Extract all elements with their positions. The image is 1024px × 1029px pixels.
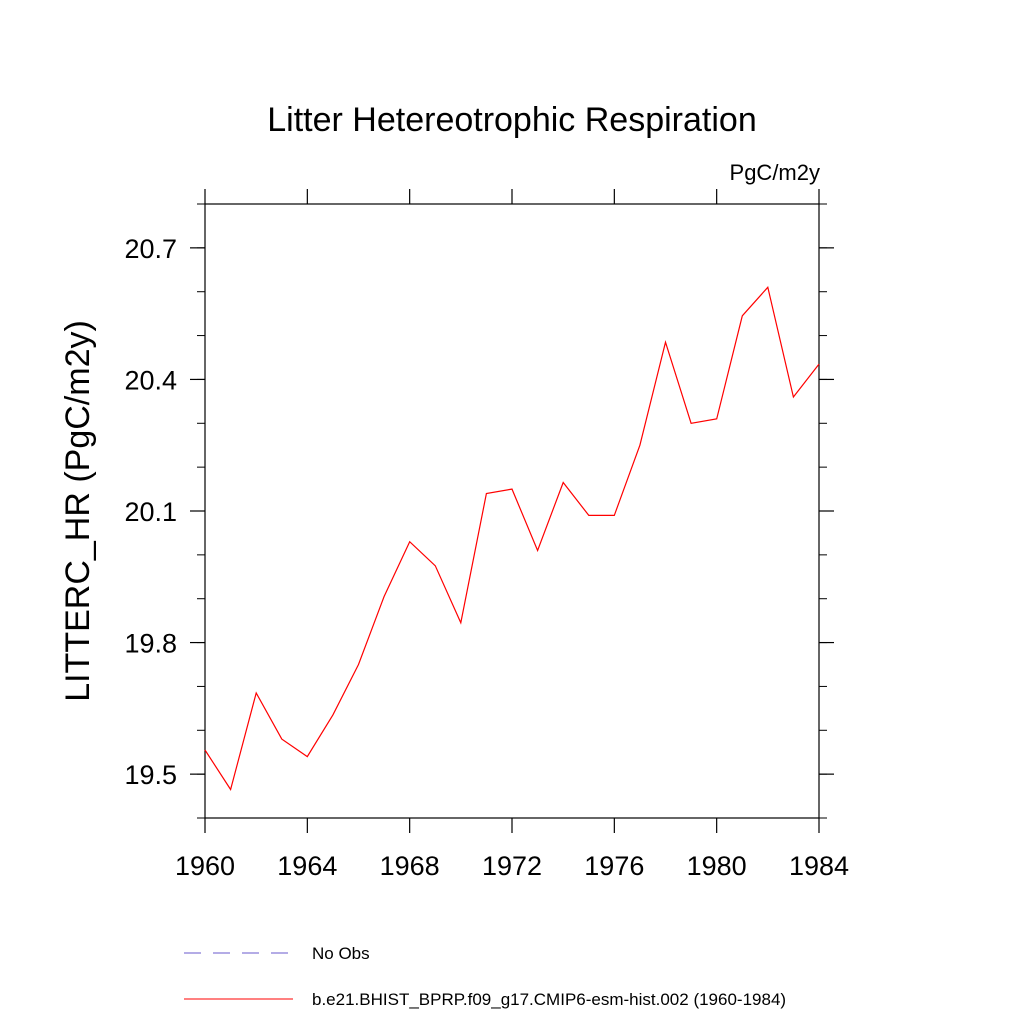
series-lines (204, 286, 820, 791)
y-tick-label: 20.4 (124, 365, 177, 395)
legend-label: b.e21.BHIST_BPRP.f09_g17.CMIP6-esm-hist.… (312, 990, 786, 1009)
x-tick-label: 1984 (789, 851, 849, 881)
chart-units-label: PgC/m2y (730, 160, 820, 185)
y-tick-label: 19.5 (124, 760, 177, 790)
y-tick-label: 19.8 (124, 629, 177, 659)
y-tick-label: 20.1 (124, 497, 177, 527)
y-tick-label: 20.7 (124, 234, 177, 264)
y-axis-label: LITTERC_HR (PgC/m2y) (59, 320, 97, 702)
x-tick-label: 1980 (687, 851, 747, 881)
chart-title: Litter Hetereotrophic Respiration (267, 101, 756, 139)
plot-axes: 1960 1964 1968 1972 1976 1980 1984 19.5 19.8 20.1… (124, 189, 849, 881)
x-tick-label: 1964 (277, 851, 337, 881)
x-tick-label: 1976 (584, 851, 644, 881)
plot-frame (204, 203, 820, 819)
x-tick-label: 1968 (380, 851, 440, 881)
legend-label: No Obs (312, 944, 370, 963)
x-tick-label: 1972 (482, 851, 542, 881)
series-line (204, 286, 820, 791)
legend: No Obs b.e21.BHIST_BPRP.f09_g17.CMIP6-esm… (184, 944, 786, 1009)
x-tick-label: 1960 (175, 851, 235, 881)
